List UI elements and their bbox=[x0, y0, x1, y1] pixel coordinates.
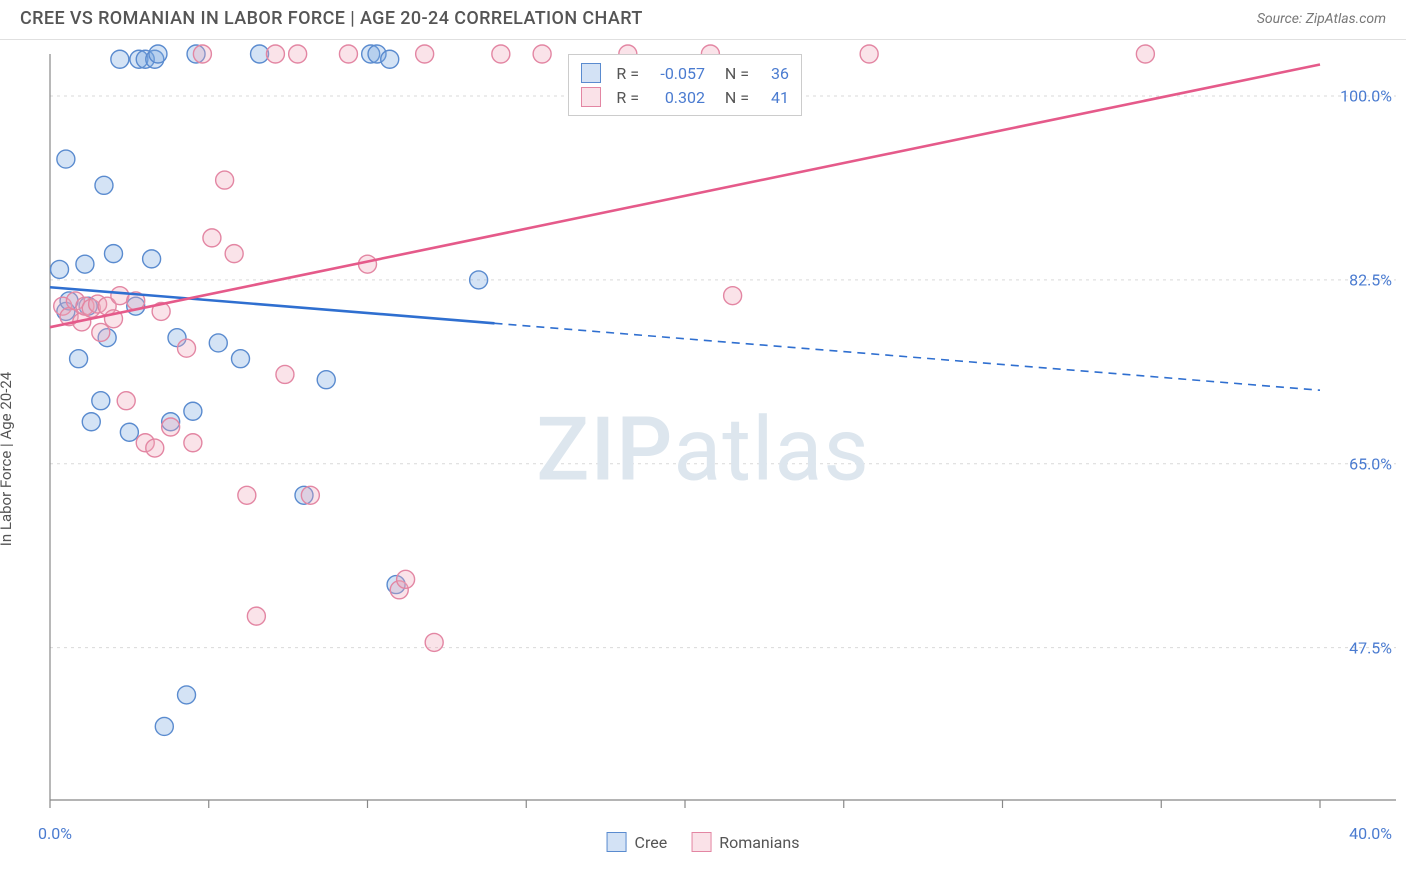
x-tick-max: 40.0% bbox=[1349, 824, 1392, 843]
legend-n-value: 41 bbox=[759, 88, 789, 107]
series-name: Cree bbox=[635, 833, 668, 852]
legend-r-value: -0.057 bbox=[649, 64, 705, 83]
y-tick-label: 65.0% bbox=[1349, 454, 1392, 473]
series-legend-item: Cree bbox=[607, 832, 668, 852]
legend-swatch bbox=[691, 832, 711, 852]
correlation-legend: R = -0.057 N = 36 R = 0.302 N = 41 bbox=[568, 54, 802, 116]
y-tick-label: 100.0% bbox=[1340, 87, 1392, 106]
y-tick-label: 82.5% bbox=[1349, 270, 1392, 289]
legend-r-label: R = bbox=[611, 64, 639, 83]
series-legend-item: Romanians bbox=[691, 832, 799, 852]
legend-row: R = 0.302 N = 41 bbox=[581, 85, 789, 109]
legend-n-value: 36 bbox=[759, 64, 789, 83]
legend-n-label: N = bbox=[721, 88, 749, 107]
legend-r-label: R = bbox=[611, 88, 639, 107]
x-tick-min: 0.0% bbox=[38, 824, 72, 843]
y-tick-label: 47.5% bbox=[1349, 638, 1392, 657]
legend-r-value: 0.302 bbox=[649, 88, 705, 107]
series-name: Romanians bbox=[719, 833, 799, 852]
y-axis-label: In Labor Force | Age 20-24 bbox=[0, 372, 15, 546]
chart-source: Source: ZipAtlas.com bbox=[1257, 11, 1386, 27]
chart-title: CREE VS ROMANIAN IN LABOR FORCE | AGE 20… bbox=[20, 8, 643, 29]
legend-swatch bbox=[607, 832, 627, 852]
chart-area: In Labor Force | Age 20-24 ZIPatlas R =-… bbox=[0, 40, 1406, 860]
legend-swatch bbox=[581, 63, 601, 83]
scatter-plot bbox=[0, 40, 1406, 860]
chart-header: CREE VS ROMANIAN IN LABOR FORCE | AGE 20… bbox=[0, 0, 1406, 40]
legend-n-label: N = bbox=[721, 64, 749, 83]
series-legend: Cree Romanians bbox=[607, 832, 800, 852]
legend-row: R = -0.057 N = 36 bbox=[581, 61, 789, 85]
legend-swatch bbox=[581, 87, 601, 107]
